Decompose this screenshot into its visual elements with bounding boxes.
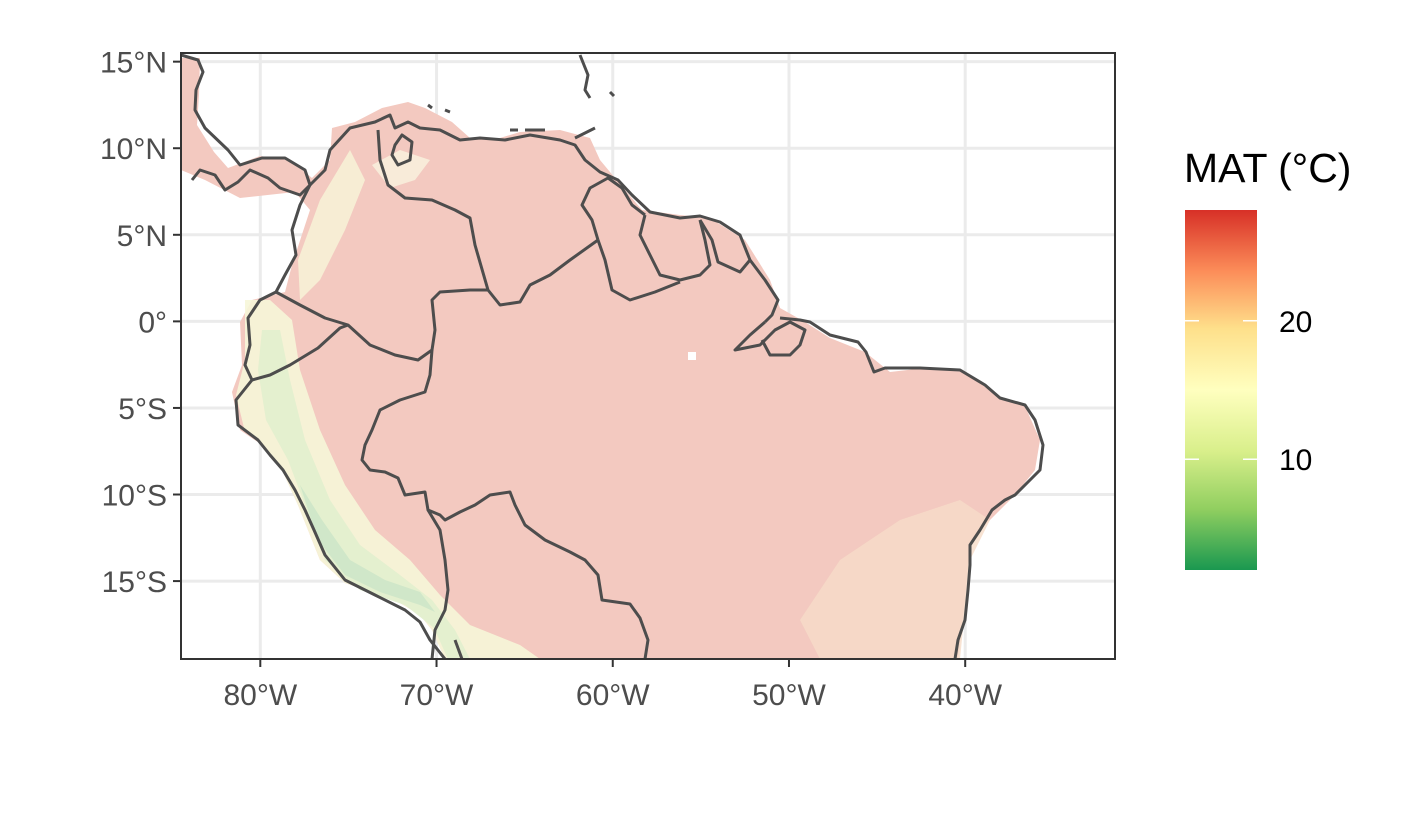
border-peru-bolivia xyxy=(426,509,450,659)
border-suriname-french-guiana xyxy=(698,219,752,274)
border-ecuador-peru xyxy=(251,323,349,382)
y-axis: 15°N 10°N 5°N 0° 5°S 10°S 15°S xyxy=(100,47,181,599)
temperature-field xyxy=(181,58,1040,659)
x-tick-label: 70°W xyxy=(400,679,474,712)
border-venezuela-guyana xyxy=(580,176,646,241)
border-colombia-ecuador-peru xyxy=(275,288,488,362)
y-tick-label: 10°S xyxy=(102,480,167,513)
border-colombia-venezuela xyxy=(376,129,599,307)
legend-tick-label: 20 xyxy=(1279,306,1312,339)
country-borders xyxy=(181,53,1045,659)
legend-tick-label: 10 xyxy=(1279,444,1312,477)
islands-caribbean xyxy=(427,54,616,140)
x-tick-label: 80°W xyxy=(223,679,297,712)
andes-cold-core xyxy=(300,485,435,612)
y-tick-label: 15°S xyxy=(102,566,167,599)
y-tick-label: 0° xyxy=(138,306,167,339)
y-tick-label: 5°S xyxy=(118,393,167,426)
coastline-amazon-mouth xyxy=(733,316,1045,659)
border-guyana-suriname xyxy=(638,214,712,282)
andes-core xyxy=(258,330,470,659)
legend-colorbar xyxy=(1185,210,1257,570)
lake-maracaibo xyxy=(390,133,414,167)
x-axis: 80°W 70°W 60°W 50°W 40°W xyxy=(223,659,1003,712)
legend-title: MAT (°C) xyxy=(1184,145,1351,191)
y-tick-label: 15°N xyxy=(100,47,167,80)
y-tick-label: 5°N xyxy=(117,220,167,253)
x-tick-label: 60°W xyxy=(576,679,650,712)
coastline-pacific xyxy=(234,184,447,659)
southeast-band xyxy=(800,500,990,659)
border-bolivia-south xyxy=(453,639,464,659)
y-tick-label: 10°N xyxy=(100,133,167,166)
panel-border xyxy=(180,52,1116,660)
land-fill xyxy=(181,58,1040,659)
coastline-caribbean xyxy=(308,113,780,324)
border-peru-brazil xyxy=(360,349,650,659)
map-panel xyxy=(180,52,1116,660)
x-tick-label: 40°W xyxy=(928,679,1002,712)
missing-cell xyxy=(688,352,696,360)
coastline-central-america xyxy=(181,53,312,197)
x-tick-label: 50°W xyxy=(752,679,826,712)
northern-andes xyxy=(298,150,365,300)
border-brazil-north xyxy=(596,239,681,302)
